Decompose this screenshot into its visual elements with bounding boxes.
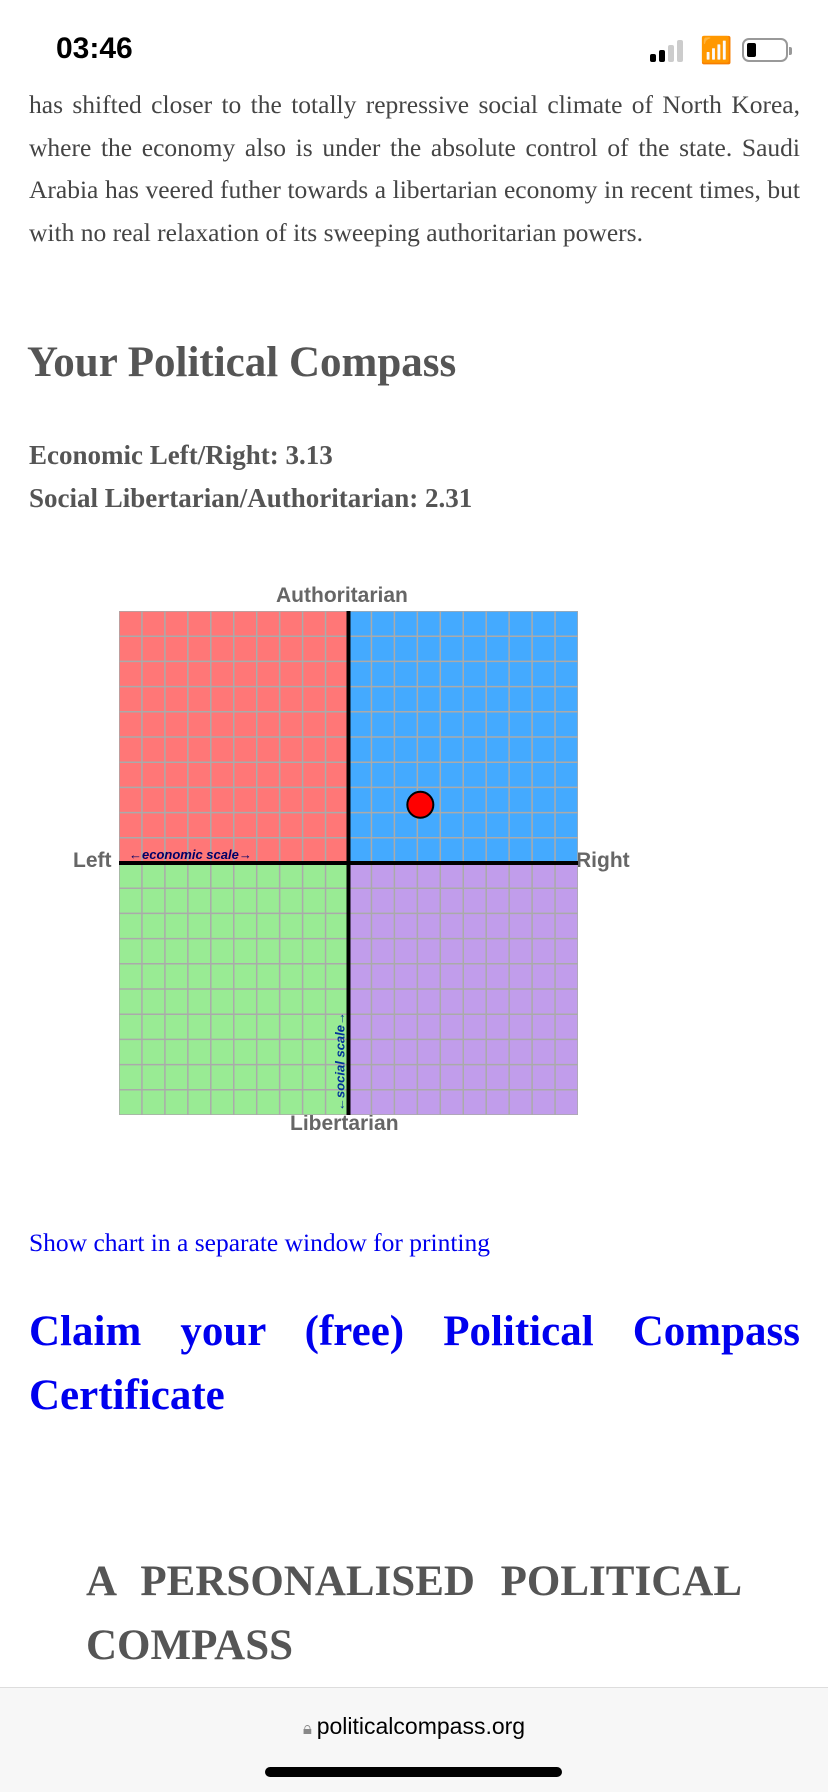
- certificate-link[interactable]: Claim your (free) Political Compass Cert…: [29, 1308, 800, 1419]
- signal-icon: [650, 40, 686, 62]
- label-authoritarian: Authoritarian: [276, 584, 408, 607]
- social-score: Social Libertarian/Authoritarian: 2.31: [29, 483, 473, 513]
- label-right: Right: [576, 849, 630, 872]
- social-scale-label: ←social scale→: [333, 1012, 348, 1111]
- economic-scale-label: ←economic scale→: [129, 847, 252, 862]
- wifi-icon: 📶: [700, 36, 733, 66]
- lock-icon: 🔒︎: [302, 1719, 317, 1738]
- page-title: Your Political Compass: [27, 339, 457, 386]
- status-time: 03:46: [56, 32, 133, 65]
- battery-icon: [742, 38, 792, 62]
- home-indicator[interactable]: [265, 1767, 562, 1777]
- economic-score: Economic Left/Right: 3.13: [29, 440, 333, 470]
- status-bar: 03:46 📶: [0, 0, 828, 90]
- promo-heading: A PERSONALISED POLITICAL COMPASS: [86, 1558, 742, 1669]
- political-compass-chart: ←economic scale→ ←social scale→: [119, 611, 578, 1115]
- browser-bar: 🔒︎ politicalcompass.org: [0, 1687, 828, 1792]
- print-chart-link[interactable]: Show chart in a separate window for prin…: [29, 1228, 491, 1257]
- label-left: Left: [73, 849, 112, 872]
- address-bar[interactable]: 🔒︎ politicalcompass.org: [0, 1713, 828, 1740]
- label-libertarian: Libertarian: [290, 1112, 399, 1135]
- url-text: politicalcompass.org: [316, 1713, 526, 1739]
- article-paragraph: has shifted closer to the totally repres…: [29, 90, 800, 247]
- position-marker: [406, 790, 435, 819]
